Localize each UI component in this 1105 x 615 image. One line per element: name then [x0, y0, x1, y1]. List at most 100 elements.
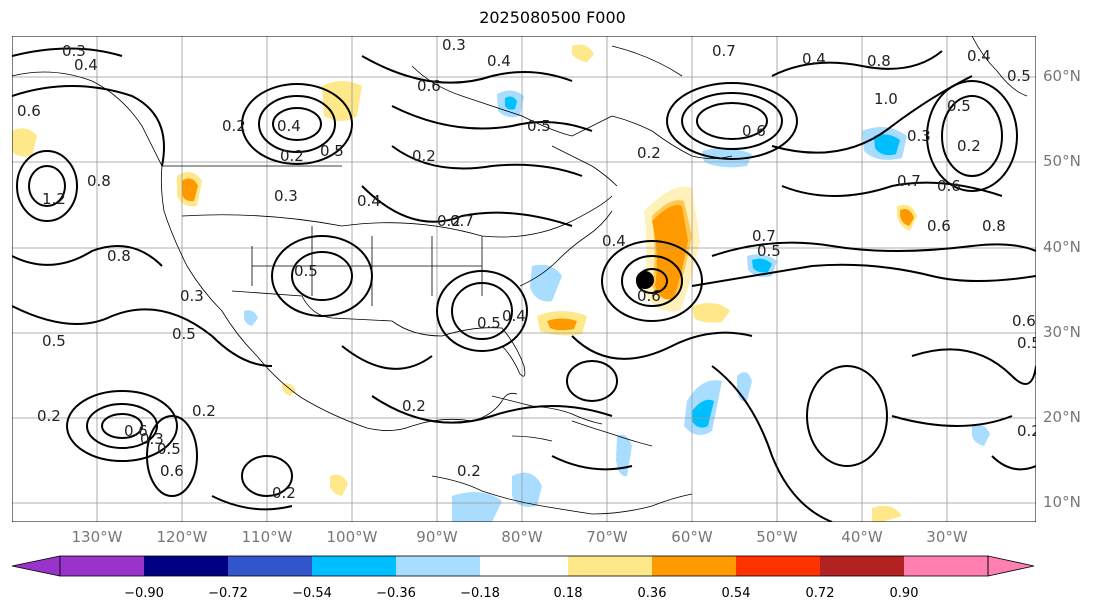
contour-label: 0.5	[157, 440, 181, 458]
contour-label: 0.4	[74, 56, 98, 74]
contour-label: 0.6	[637, 287, 661, 305]
lon-label: 40°W	[841, 528, 883, 546]
lon-label: 50°W	[756, 528, 798, 546]
contour-label: 0.2	[637, 144, 661, 162]
lat-label: 20°N	[1043, 408, 1081, 426]
contour-label: 0.5	[947, 97, 971, 115]
contour-label: 0.3	[62, 42, 86, 60]
colorbar-swatch	[144, 556, 228, 576]
contour-label: 0.4	[502, 307, 526, 325]
lon-label: 60°W	[671, 528, 713, 546]
lat-lon-grid	[12, 36, 1036, 522]
contour-label: 0.8	[87, 172, 111, 190]
contour-label: 0.6	[742, 122, 766, 140]
colorbar-extend-high	[987, 555, 1035, 577]
lon-label: 30°W	[926, 528, 968, 546]
lat-label: 60°N	[1043, 67, 1081, 85]
lon-label: 70°W	[586, 528, 628, 546]
contour-label: 0.2	[457, 462, 481, 480]
lon-label: 90°W	[416, 528, 458, 546]
lat-label: 40°N	[1043, 238, 1081, 256]
contour-label: 0.8	[982, 217, 1006, 235]
contour-label: 0.5	[42, 332, 66, 350]
contour-label: 0.6	[927, 217, 951, 235]
colorbar-swatch	[820, 556, 904, 576]
contour-label: 0.2	[412, 147, 436, 165]
lat-label: 50°N	[1043, 152, 1081, 170]
colorbar-swatch	[312, 556, 396, 576]
colorbar	[11, 555, 1035, 577]
contour-label: 0.4	[277, 117, 301, 135]
contour-label: 0.2	[192, 402, 216, 420]
contour-label: 0.5	[172, 325, 196, 343]
contour-label: 0.3	[180, 287, 204, 305]
contour-label: 0.3	[442, 36, 466, 54]
colorbar-tick: 0.90	[889, 586, 919, 601]
contour-label-group: 0.3 0.4 0.3 0.4 0.7 0.4 0.8 0.4 0.5 0.6 …	[17, 36, 1036, 502]
colorbar-tick: −0.90	[124, 586, 164, 601]
contour-label: 0.2	[272, 484, 296, 502]
contour-label: 0.6	[17, 102, 41, 120]
contour-label: 0.5	[757, 242, 781, 260]
contour-label: 0.8	[867, 52, 891, 70]
contour-label: 0.4	[802, 50, 826, 68]
lon-label: 110°W	[241, 528, 293, 546]
contour-label: 0.7	[752, 227, 776, 245]
contour-label: 0.2	[1017, 422, 1036, 440]
colorbar-swatch	[396, 556, 480, 576]
colorbar-extend-low	[11, 555, 61, 577]
contour-label: 0.2	[402, 397, 426, 415]
weather-map: 0.3 0.4 0.3 0.4 0.7 0.4 0.8 0.4 0.5 0.6 …	[12, 36, 1036, 522]
contour-label: 0.3	[140, 430, 164, 448]
contour-label: 0.5	[477, 314, 501, 332]
contour-label: 0.7	[897, 172, 921, 190]
colorbar-swatch	[904, 556, 988, 576]
contour-label: 0.5	[294, 262, 318, 280]
contour-label: 0.8	[107, 247, 131, 265]
contour-label: 0.2	[222, 117, 246, 135]
contour-label: 0.5	[527, 117, 551, 135]
contour-label: 0.7	[712, 42, 736, 60]
lon-label: 120°W	[156, 528, 208, 546]
contour-label: 0.6	[1012, 312, 1036, 330]
colorbar-tick: 0.72	[805, 586, 835, 601]
contour-label: 0.6	[160, 462, 184, 480]
lat-label: 10°N	[1043, 493, 1081, 511]
colorbar-swatch	[736, 556, 820, 576]
contour-label: 1.0	[874, 90, 898, 108]
storm-center-marker	[636, 271, 654, 289]
colorbar-swatch	[480, 556, 568, 576]
contour-label: 0.6	[937, 177, 961, 195]
contour-label: 0.6	[124, 422, 148, 440]
contour-label: 0.5	[320, 142, 344, 160]
contour-label: 0.4	[357, 192, 381, 210]
contour-label: 0.3	[274, 187, 298, 205]
contour-label: 0.5	[1017, 334, 1036, 352]
colorbar-tick: −0.18	[460, 586, 500, 601]
colorbar-tick: −0.54	[292, 586, 332, 601]
contour-label: 0.7	[450, 212, 474, 230]
colorbar-swatch	[60, 556, 144, 576]
colorbar-tick: 0.36	[637, 586, 667, 601]
colorbar-tick: 0.54	[721, 586, 751, 601]
colorbar-swatch	[228, 556, 312, 576]
contour-label: 0.2	[957, 137, 981, 155]
lon-label: 130°W	[71, 528, 123, 546]
colorbar-swatch	[652, 556, 736, 576]
colorbar-tick: −0.36	[376, 586, 416, 601]
colorbar-tick: 0.18	[553, 586, 583, 601]
contour-label: 0.2	[437, 212, 461, 230]
shaded-regions	[12, 44, 990, 522]
contour-label: 0.2	[280, 147, 304, 165]
colorbar-swatch	[568, 556, 652, 576]
contour-lines	[12, 47, 1036, 522]
lon-label: 80°W	[501, 528, 543, 546]
contour-label: 0.6	[417, 77, 441, 95]
lon-label: 100°W	[326, 528, 378, 546]
contour-label: 0.4	[967, 47, 991, 65]
contour-label: 0.4	[487, 52, 511, 70]
contour-label: 1.2	[42, 190, 66, 208]
contour-label: 0.2	[37, 407, 61, 425]
lat-label: 30°N	[1043, 323, 1081, 341]
contour-label: 0.4	[602, 232, 626, 250]
